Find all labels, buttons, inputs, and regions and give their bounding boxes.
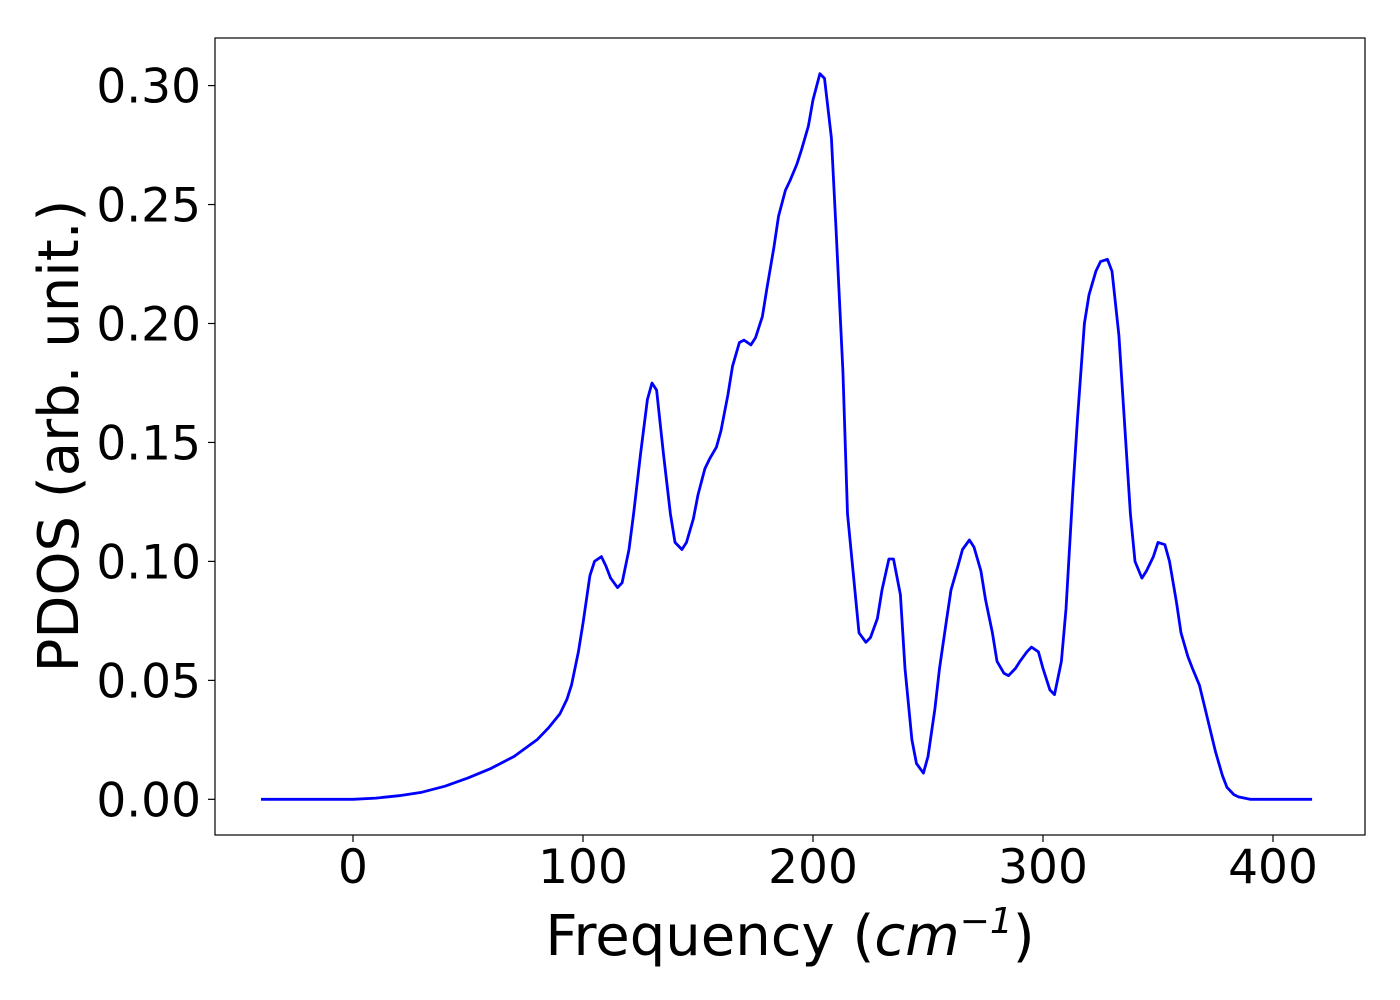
x-axis-label-exponent: −1 bbox=[960, 901, 1013, 942]
y-axis-ticks: 0.00 0.05 0.10 0.15 0.20 0.25 0.30 bbox=[96, 60, 215, 828]
y-tick-label: 0.30 bbox=[96, 60, 201, 115]
y-tick-label: 0.00 bbox=[96, 773, 201, 828]
y-tick-label: 0.15 bbox=[96, 416, 201, 471]
y-tick-label: 0.25 bbox=[96, 179, 201, 234]
x-axis-ticks: 0 100 200 300 400 bbox=[338, 835, 1318, 895]
x-tick-label: 300 bbox=[998, 840, 1088, 895]
y-tick-label: 0.05 bbox=[96, 654, 201, 709]
y-axis-label: PDOS (arb. unit.) bbox=[27, 200, 92, 673]
x-tick-label: 0 bbox=[338, 840, 368, 895]
plot-frame bbox=[214, 37, 1366, 836]
y-tick-label: 0.10 bbox=[96, 535, 201, 590]
x-axis-label: Frequency (cm−1) bbox=[545, 901, 1034, 969]
y-tick-label: 0.20 bbox=[96, 297, 201, 352]
x-tick-label: 100 bbox=[538, 840, 628, 895]
x-tick-label: 200 bbox=[768, 840, 858, 895]
plot-area bbox=[214, 37, 1366, 836]
series-line-0 bbox=[261, 72, 1313, 801]
x-axis-label-unit: cm bbox=[874, 904, 959, 969]
x-tick-label: 400 bbox=[1228, 840, 1318, 895]
